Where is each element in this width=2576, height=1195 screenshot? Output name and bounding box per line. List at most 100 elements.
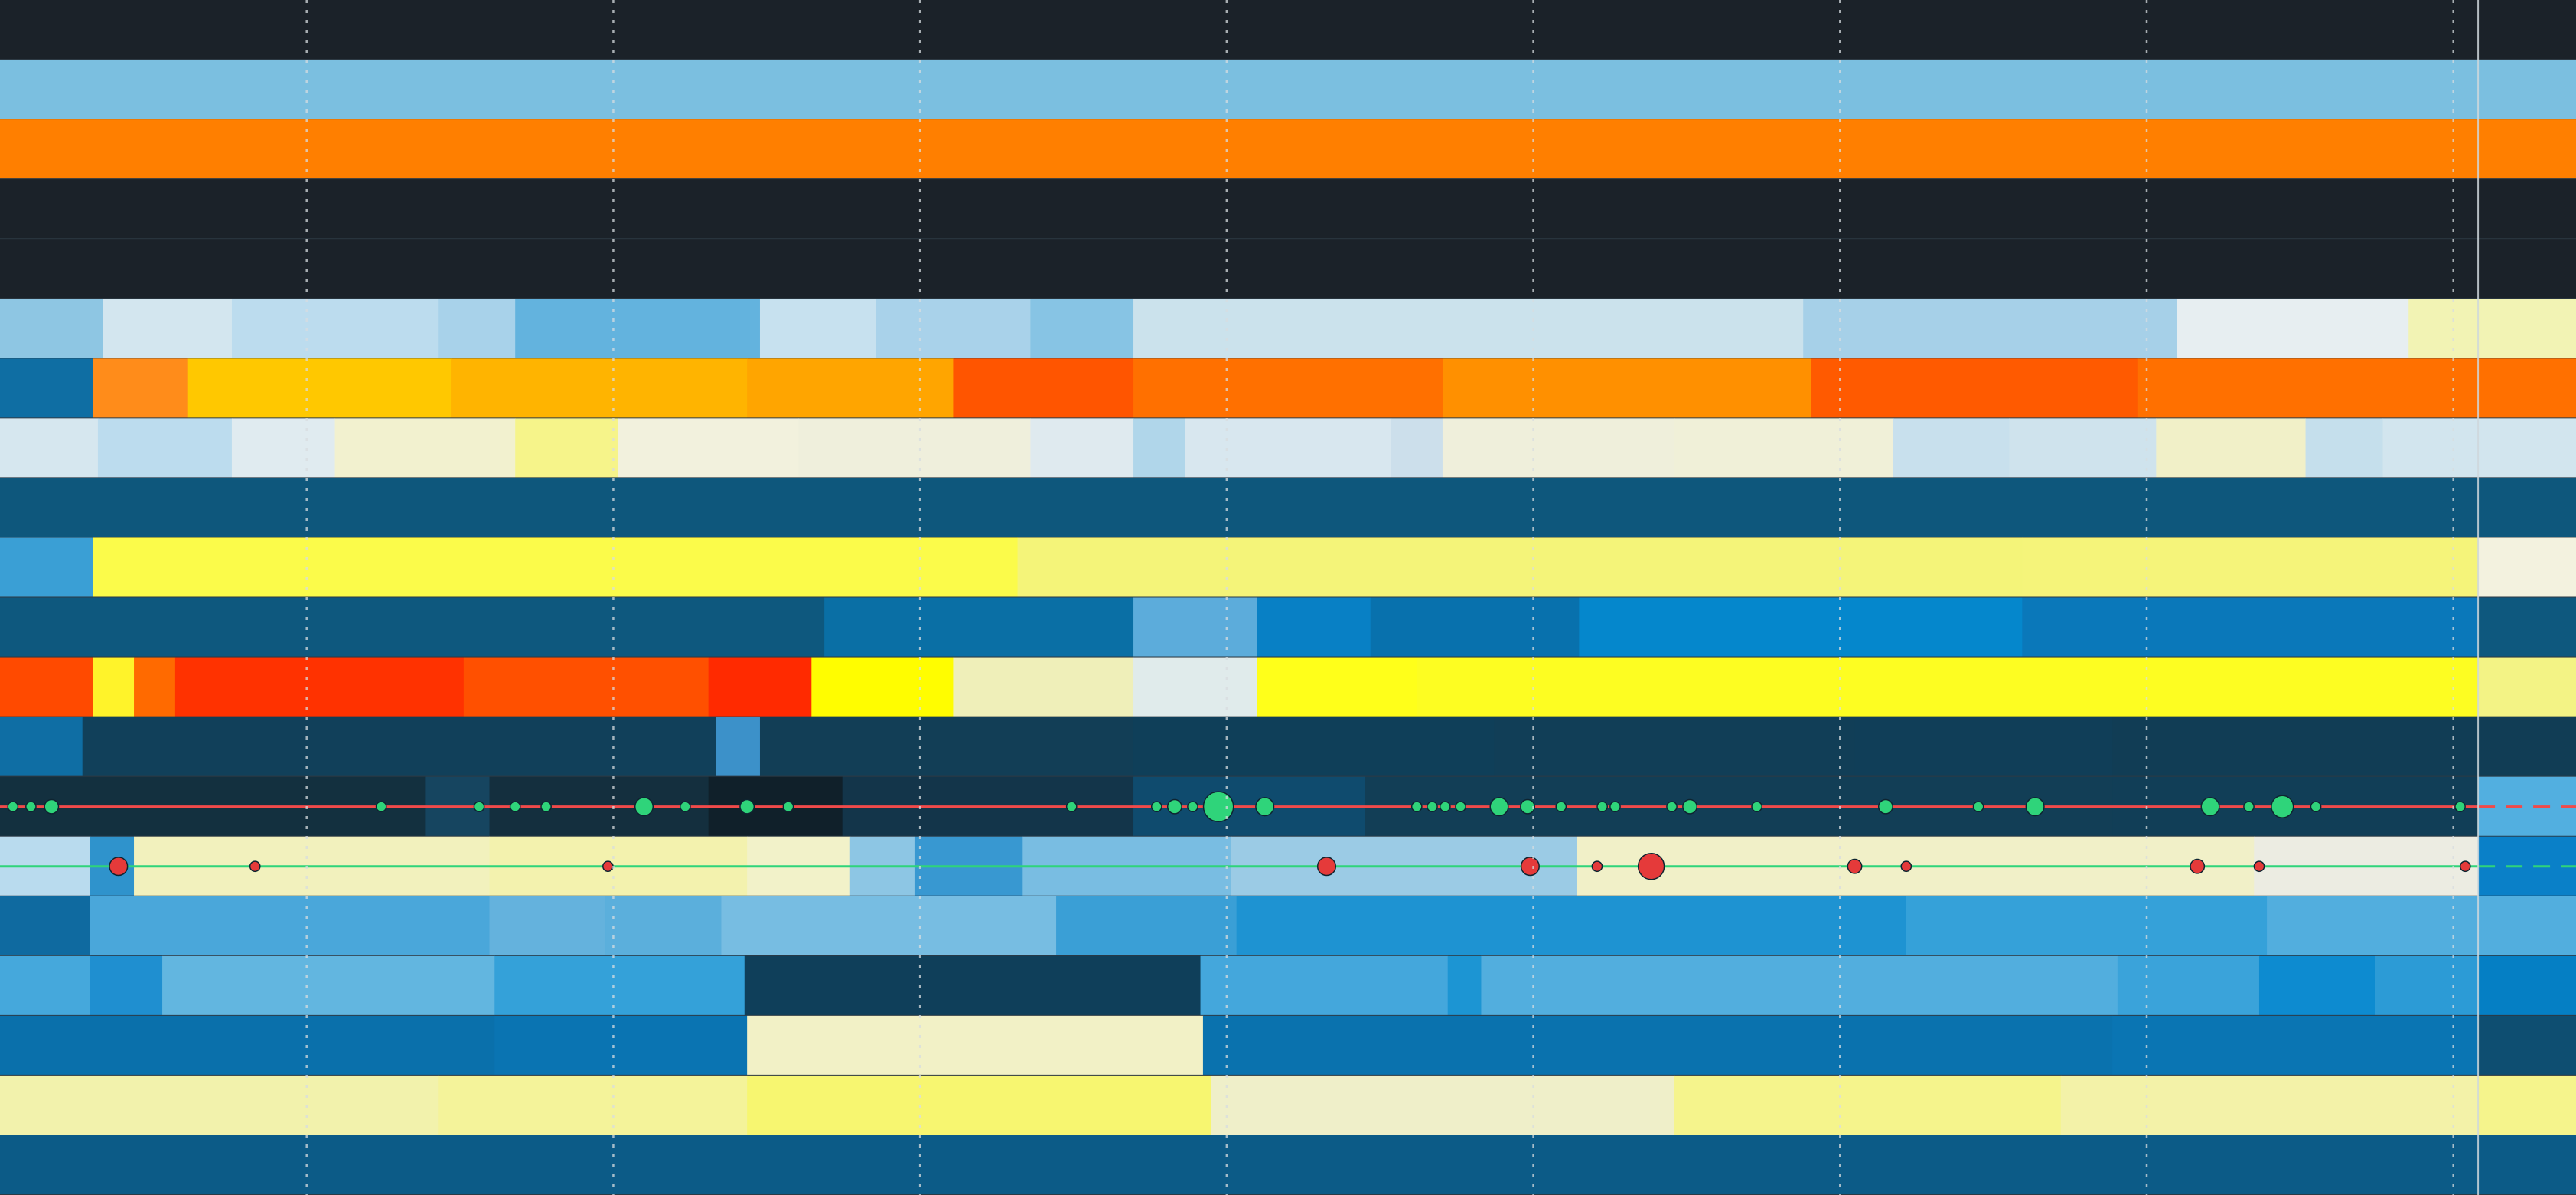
event-marker[interactable] — [602, 860, 614, 873]
heatmap-cell — [463, 657, 709, 717]
event-marker[interactable] — [249, 860, 261, 873]
heatmap-cell — [708, 657, 812, 717]
heatmap-cell — [1674, 418, 1894, 478]
event-marker[interactable] — [44, 798, 60, 815]
heatmap-cell — [1202, 1015, 2113, 1076]
heatmap-cell — [1854, 717, 2113, 777]
event-marker[interactable] — [1187, 801, 1198, 813]
event-marker[interactable] — [2271, 795, 2294, 818]
event-marker[interactable] — [25, 801, 37, 813]
event-marker[interactable] — [1847, 858, 1863, 874]
heatmap-cell — [605, 896, 722, 956]
heatmap-cell — [2156, 418, 2307, 478]
event-marker[interactable] — [1065, 801, 1078, 813]
event-marker[interactable] — [1682, 798, 1698, 815]
event-marker[interactable] — [2459, 860, 2471, 873]
heatmap-cell — [0, 1135, 2576, 1195]
event-marker[interactable] — [1150, 801, 1162, 813]
event-marker[interactable] — [1877, 798, 1893, 815]
heatmap-cell — [1185, 418, 1392, 478]
event-marker[interactable] — [1751, 801, 1762, 813]
heatmap-cell — [1133, 657, 1258, 717]
heatmap-row — [0, 299, 2576, 359]
heatmap-cell — [1200, 955, 1449, 1016]
heatmap-cell — [2478, 955, 2576, 1016]
event-marker[interactable] — [2454, 801, 2466, 813]
event-marker[interactable] — [540, 801, 552, 813]
event-marker[interactable] — [680, 801, 691, 813]
event-marker[interactable] — [473, 801, 485, 813]
event-marker[interactable] — [2190, 858, 2206, 874]
heatmap-cell — [876, 299, 1031, 359]
event-marker[interactable] — [509, 801, 521, 813]
event-marker[interactable] — [1520, 798, 1535, 815]
heatmap-cell — [494, 955, 745, 1016]
heatmap-cell — [515, 418, 619, 478]
event-marker[interactable] — [1410, 801, 1423, 813]
heatmap-cell — [1030, 299, 1134, 359]
heatmap-cell — [824, 597, 1134, 658]
event-marker[interactable] — [1609, 801, 1621, 813]
heatmap-cell — [2305, 418, 2384, 478]
event-marker[interactable] — [1666, 801, 1678, 813]
heatmap-cell — [0, 179, 2576, 240]
event-marker[interactable] — [1439, 801, 1451, 813]
heatmap-cell — [231, 299, 439, 359]
heatmap-cell — [2009, 418, 2157, 478]
event-marker[interactable] — [2025, 797, 2045, 817]
event-marker[interactable] — [1596, 801, 1609, 813]
event-marker[interactable] — [2243, 801, 2255, 813]
heatmap-row — [0, 657, 2576, 717]
heatmap-cell — [2478, 597, 2576, 658]
event-marker[interactable] — [1255, 797, 1275, 817]
heatmap-cell — [2022, 537, 2479, 598]
heatmap-cell — [0, 239, 2576, 299]
event-marker[interactable] — [782, 801, 794, 813]
heatmap-cell — [0, 358, 93, 419]
event-marker[interactable] — [1427, 801, 1438, 813]
event-marker[interactable] — [1202, 791, 1234, 823]
event-marker[interactable] — [2310, 801, 2322, 813]
event-marker[interactable] — [1166, 798, 1182, 815]
heatmap-cell — [1370, 597, 1580, 658]
heatmap-cell — [747, 358, 954, 419]
heatmap-cell — [1803, 299, 2177, 359]
event-marker[interactable] — [1489, 797, 1509, 817]
heatmap-cell — [0, 717, 83, 777]
event-marker[interactable] — [1455, 801, 1466, 813]
heatmap-cell — [0, 657, 93, 717]
event-marker[interactable] — [634, 797, 654, 817]
heatmap-cell — [1674, 1075, 2062, 1135]
heatmap-row — [0, 1135, 2576, 1195]
event-marker[interactable] — [109, 857, 129, 877]
heatmap-row — [0, 478, 2576, 538]
event-marker[interactable] — [739, 798, 755, 815]
heatmap-cell — [489, 896, 606, 956]
event-marker[interactable] — [1591, 860, 1603, 873]
heatmap-row — [0, 537, 2576, 598]
event-marker[interactable] — [1316, 857, 1337, 877]
heatmap-cell — [1257, 657, 1417, 717]
event-marker[interactable] — [7, 801, 19, 813]
heatmap-cell — [2478, 1075, 2576, 1135]
event-marker[interactable] — [1900, 860, 1912, 873]
event-marker[interactable] — [1972, 801, 1984, 813]
event-marker[interactable] — [375, 801, 387, 813]
heatmap-cell — [334, 418, 516, 478]
event-marker[interactable] — [1637, 852, 1665, 880]
heatmap-cell — [2137, 358, 2576, 419]
event-marker[interactable] — [2200, 797, 2220, 817]
heatmap-cell — [515, 299, 761, 359]
event-marker[interactable] — [2253, 860, 2265, 873]
event-marker[interactable] — [1520, 857, 1540, 877]
event-marker[interactable] — [1555, 801, 1567, 813]
heatmap-cell — [103, 299, 233, 359]
heatmap-row — [0, 1075, 2576, 1135]
heatmap-cell — [618, 418, 799, 478]
heatmap-cell — [811, 657, 954, 717]
heatmap-cell — [90, 896, 491, 956]
heatmap-cell — [798, 418, 1031, 478]
heatmap-cell — [1579, 597, 2023, 658]
heatmap-cell — [1236, 896, 1907, 956]
